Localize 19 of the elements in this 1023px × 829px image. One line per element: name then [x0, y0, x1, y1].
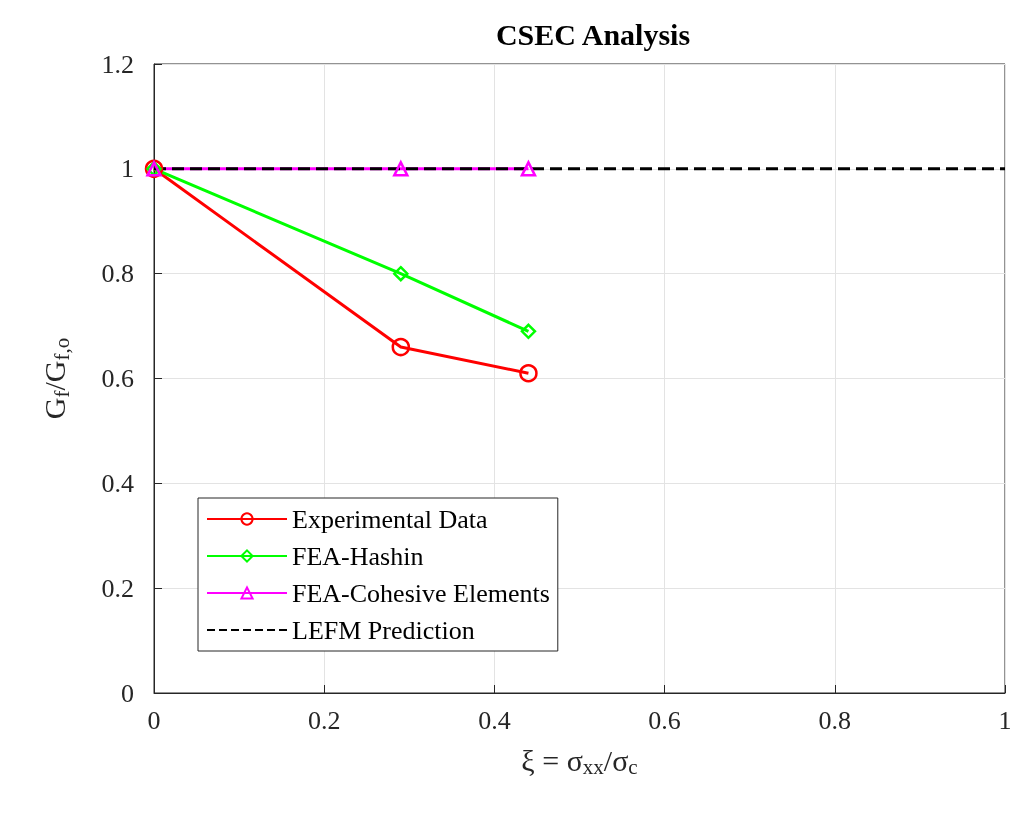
y-tick-label: 0.2 — [101, 573, 134, 603]
y-axis-title: Gf/Gf,o — [38, 337, 74, 420]
x-tick-label: 0.6 — [648, 705, 681, 735]
x-tick-label: 0.8 — [818, 705, 852, 735]
legend-label: FEA-Cohesive Elements — [292, 578, 550, 608]
x-tick-label: 0 — [147, 705, 161, 735]
legend-label: Experimental Data — [292, 504, 489, 534]
y-tick-label: 0 — [121, 678, 134, 708]
y-tick-label: 0.8 — [101, 259, 134, 289]
y-tick-label: 1.2 — [101, 49, 134, 79]
x-tick-label: 1 — [998, 705, 1012, 735]
y-tick-label: 0.6 — [101, 364, 134, 393]
x-tick-label: 0.4 — [478, 705, 511, 735]
legend-label: LEFM Prediction — [292, 615, 475, 645]
y-tick-label: 1 — [121, 154, 134, 184]
y-tick-label: 0.4 — [101, 468, 134, 498]
legend-label: FEA-Hashin — [292, 541, 424, 571]
x-tick-label: 0.2 — [307, 705, 341, 735]
chart-title: CSEC Analysis — [495, 17, 691, 51]
